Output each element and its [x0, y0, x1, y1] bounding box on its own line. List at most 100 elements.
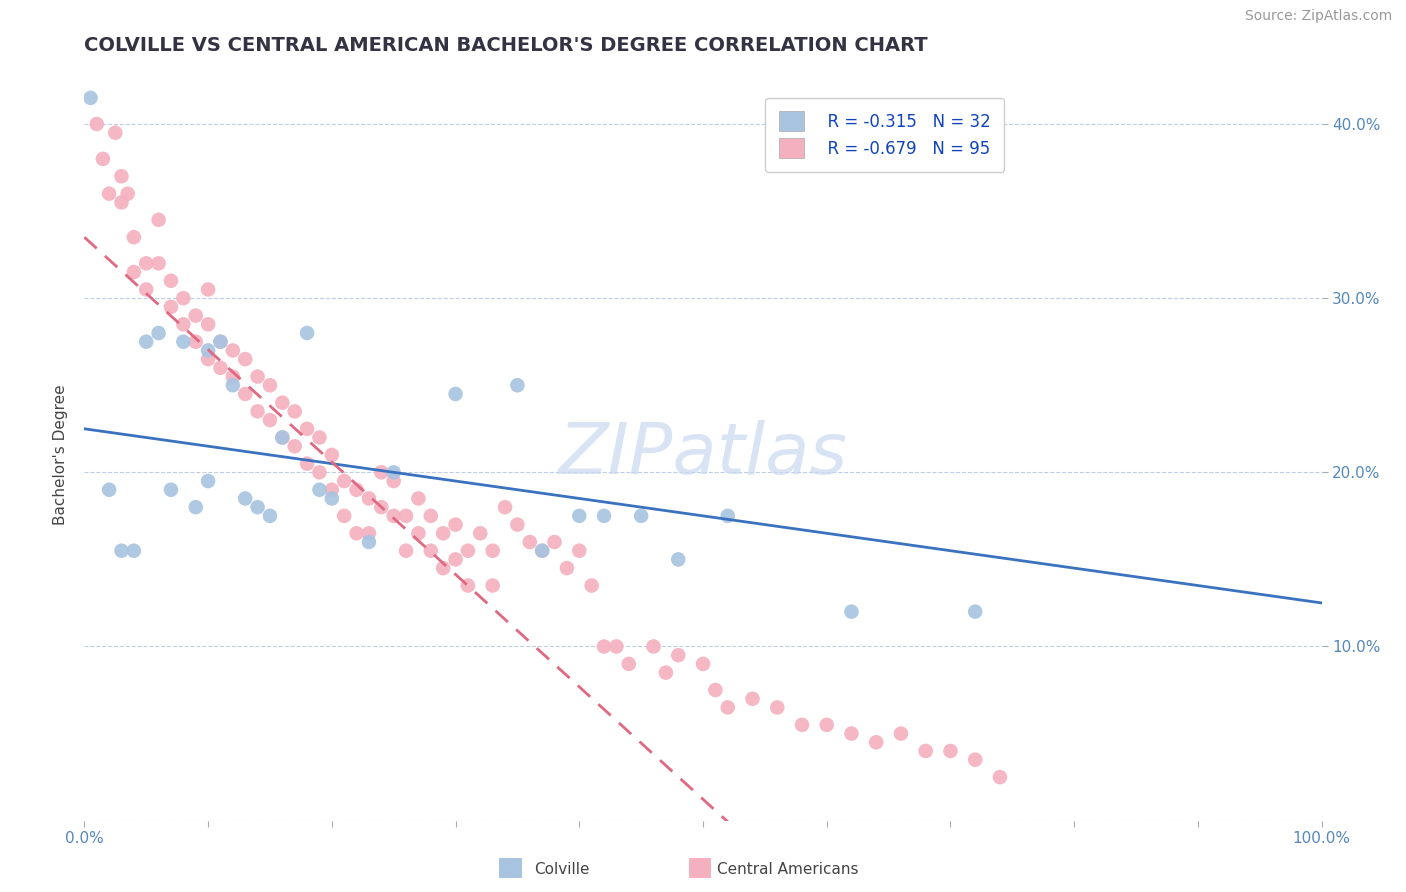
- Point: [233, 352, 256, 367]
- Point: [543, 535, 565, 549]
- Point: [184, 500, 207, 515]
- Point: [172, 334, 194, 349]
- Point: [91, 152, 114, 166]
- Point: [617, 657, 640, 671]
- Point: [160, 483, 183, 497]
- Point: [988, 770, 1011, 784]
- Y-axis label: Bachelor's Degree: Bachelor's Degree: [53, 384, 69, 525]
- Point: [494, 500, 516, 515]
- Point: [444, 387, 467, 401]
- Text: Colville: Colville: [534, 863, 589, 877]
- Point: [766, 700, 789, 714]
- Point: [209, 334, 232, 349]
- Point: [346, 483, 368, 497]
- Point: [470, 526, 492, 541]
- Point: [79, 91, 101, 105]
- Point: [655, 665, 678, 680]
- Point: [122, 230, 145, 244]
- Point: [346, 526, 368, 541]
- Point: [148, 326, 170, 340]
- Point: [593, 640, 616, 654]
- Point: [233, 387, 256, 401]
- Point: [246, 404, 269, 418]
- Point: [382, 508, 405, 523]
- Point: [197, 318, 219, 332]
- Point: [197, 343, 219, 358]
- Point: [419, 543, 441, 558]
- Point: [222, 378, 245, 392]
- Point: [110, 543, 132, 558]
- Point: [519, 535, 541, 549]
- Point: [333, 474, 356, 488]
- Point: [222, 369, 245, 384]
- Point: [148, 212, 170, 227]
- Point: [233, 491, 256, 506]
- Point: [259, 378, 281, 392]
- Point: [643, 640, 665, 654]
- Point: [790, 718, 813, 732]
- Point: [271, 395, 294, 409]
- Point: [135, 334, 157, 349]
- Point: [321, 448, 343, 462]
- Point: [965, 753, 987, 767]
- Point: [284, 439, 307, 453]
- Point: [172, 291, 194, 305]
- Point: [605, 640, 627, 654]
- Point: [444, 552, 467, 566]
- Point: [271, 430, 294, 444]
- Point: [308, 430, 330, 444]
- Text: Central Americans: Central Americans: [717, 863, 859, 877]
- Point: [568, 543, 591, 558]
- Point: [815, 718, 838, 732]
- Text: Source: ZipAtlas.com: Source: ZipAtlas.com: [1244, 9, 1392, 23]
- Point: [370, 466, 392, 480]
- Point: [321, 483, 343, 497]
- Point: [308, 483, 330, 497]
- Point: [135, 283, 157, 297]
- Point: [357, 535, 380, 549]
- Point: [122, 543, 145, 558]
- Point: [295, 457, 318, 471]
- Point: [308, 466, 330, 480]
- Text: ZIPatlas: ZIPatlas: [558, 420, 848, 490]
- Point: [222, 343, 245, 358]
- Point: [666, 552, 689, 566]
- Point: [890, 726, 912, 740]
- Point: [333, 508, 356, 523]
- Point: [295, 422, 318, 436]
- Point: [110, 169, 132, 184]
- Point: [581, 578, 603, 592]
- Point: [865, 735, 887, 749]
- Point: [965, 605, 987, 619]
- Point: [444, 517, 467, 532]
- Point: [432, 561, 454, 575]
- Point: [209, 360, 232, 375]
- Point: [419, 508, 441, 523]
- Point: [408, 491, 430, 506]
- Point: [122, 265, 145, 279]
- Point: [321, 491, 343, 506]
- Point: [395, 508, 418, 523]
- Point: [295, 326, 318, 340]
- Point: [432, 526, 454, 541]
- Point: [259, 508, 281, 523]
- Point: [555, 561, 578, 575]
- Legend:   R = -0.315   N = 32,   R = -0.679   N = 95: R = -0.315 N = 32, R = -0.679 N = 95: [765, 97, 1004, 171]
- Point: [98, 483, 121, 497]
- Point: [382, 474, 405, 488]
- Point: [841, 726, 863, 740]
- Point: [717, 508, 740, 523]
- Point: [692, 657, 714, 671]
- Point: [184, 309, 207, 323]
- Point: [506, 517, 529, 532]
- Point: [630, 508, 652, 523]
- Point: [197, 474, 219, 488]
- Point: [160, 274, 183, 288]
- Point: [717, 700, 740, 714]
- Point: [481, 543, 503, 558]
- Point: [370, 500, 392, 515]
- Point: [148, 256, 170, 270]
- Text: COLVILLE VS CENTRAL AMERICAN BACHELOR'S DEGREE CORRELATION CHART: COLVILLE VS CENTRAL AMERICAN BACHELOR'S …: [84, 36, 928, 54]
- Point: [666, 648, 689, 663]
- Point: [704, 683, 727, 698]
